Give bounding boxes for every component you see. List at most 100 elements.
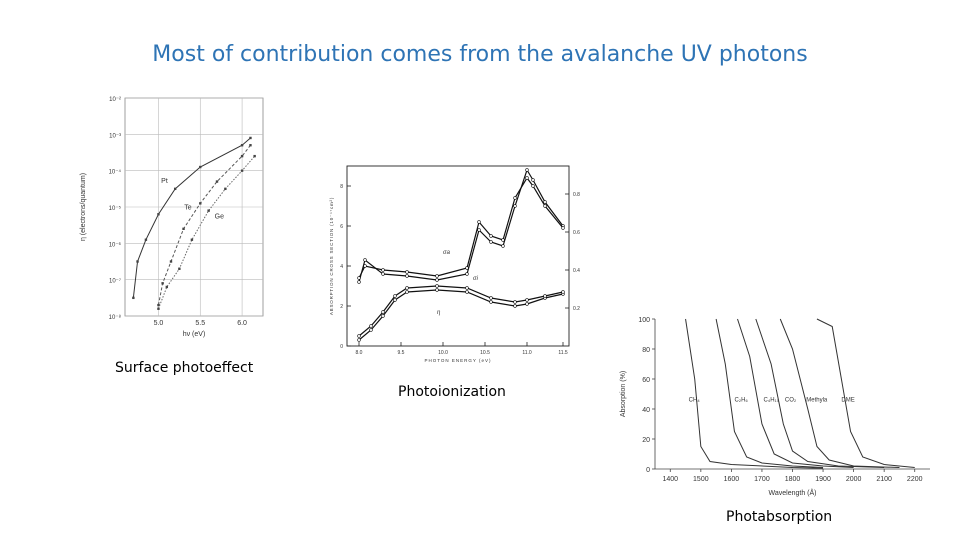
data-point: [393, 294, 397, 298]
x-tick-label: 1500: [693, 476, 709, 483]
plot-frame: [346, 165, 570, 347]
data-point: [435, 288, 439, 292]
y-axis-label: ABSORPTION CROSS SECTION (10⁻¹⁷cm²): [329, 197, 334, 315]
data-point: [531, 178, 535, 182]
data-point: [240, 144, 244, 147]
data-point: [207, 209, 210, 212]
data-point: [405, 270, 409, 274]
data-point: [465, 286, 469, 290]
surface-photoeffect-chart: 10⁻⁸ 10⁻⁷ 10⁻⁶ 10⁻⁵ 10⁻⁴ 10⁻³ 10⁻² 5.0 5.5 6.0 hν …: [80, 97, 264, 338]
y-tick-label: 80: [642, 347, 650, 354]
data-point: [363, 264, 367, 268]
series-label: C₂H₆: [734, 398, 748, 404]
series-line: [779, 318, 900, 468]
data-point: [525, 298, 529, 302]
data-point: [465, 266, 469, 270]
data-point: [381, 272, 385, 276]
data-point: [561, 290, 565, 294]
data-point: [178, 267, 181, 270]
photoionization-chart: 0 2 4 6 8 0.2 0.4 0.6 0.8 8.0 9.5 10.0 10.5 11.0 11.5 P…: [325, 160, 615, 370]
series-line-te: [157, 144, 251, 306]
photoabsorption-caption: Photabsorption: [726, 509, 833, 525]
data-point: [161, 282, 164, 285]
series-label: CH₄: [689, 398, 701, 404]
series-line: [358, 285, 564, 337]
series-label: Pt: [161, 178, 168, 185]
data-point: [525, 302, 529, 306]
x-tick-label: 1600: [724, 476, 740, 483]
data-point: [157, 307, 160, 310]
y-tick-label: 2: [340, 304, 343, 310]
y-tick-label: 0: [340, 344, 343, 350]
photoionization-caption: Photoionization: [398, 384, 506, 400]
data-point: [405, 286, 409, 290]
data-point: [435, 274, 439, 278]
data-point: [190, 238, 194, 241]
data-point: [224, 187, 227, 191]
data-point: [381, 268, 385, 272]
data-point: [543, 204, 547, 208]
data-point: [173, 187, 177, 191]
data-point: [405, 290, 409, 294]
series-label: Ge: [215, 214, 224, 221]
series-label: σa: [443, 250, 451, 256]
x-tick-label: 11.0: [522, 350, 532, 356]
y-axis-label: Absorption (%): [620, 371, 627, 417]
x-tick-label: 1700: [754, 476, 770, 483]
y-tick-label: 8: [340, 184, 343, 190]
data-point: [513, 196, 517, 200]
x-tick-label: 10.0: [438, 350, 448, 356]
data-point: [435, 284, 439, 288]
data-point: [405, 274, 409, 278]
y-tick-label: 60: [642, 377, 650, 384]
data-point: [543, 200, 547, 204]
surface-photoeffect-caption: Surface photoeffect: [115, 360, 254, 376]
x-tick-label: 11.5: [558, 350, 568, 356]
series-line: [816, 318, 915, 468]
series-line: [358, 168, 564, 283]
y-tick-label: 10⁻⁸: [109, 314, 122, 321]
y-tick-label: 10⁻³: [109, 133, 121, 139]
y2-tick-label: 0.6: [573, 230, 580, 236]
data-point: [369, 328, 373, 332]
y-tick-label: 10⁻⁷: [109, 278, 121, 285]
data-point: [357, 280, 361, 284]
data-point: [435, 278, 439, 282]
data-point: [513, 304, 517, 308]
data-point: [144, 238, 148, 241]
x-tick-label: 2200: [907, 476, 923, 483]
data-point: [240, 169, 244, 172]
data-point: [477, 220, 481, 224]
y2-tick-label: 0.8: [573, 192, 580, 198]
data-point: [489, 234, 493, 238]
series-label: CO₂: [785, 398, 797, 404]
series-label: σi: [473, 276, 479, 282]
x-tick-label: 1800: [785, 476, 801, 483]
data-point: [489, 296, 493, 300]
series-label: η: [437, 310, 441, 316]
x-tick-label: 5.0: [154, 320, 164, 327]
x-tick-label: 1400: [662, 476, 678, 483]
data-point: [249, 144, 252, 147]
series-label: Methyla: [806, 398, 828, 404]
data-point: [501, 244, 505, 248]
data-point: [249, 136, 252, 140]
slide-title: Most of contribution comes from the aval…: [152, 42, 808, 67]
data-point: [513, 204, 517, 208]
series-line: [685, 318, 824, 469]
x-tick-label: 8.0: [356, 350, 363, 356]
data-point: [393, 298, 397, 302]
data-point: [157, 303, 160, 307]
data-point: [169, 260, 173, 263]
data-point: [157, 213, 160, 216]
data-point: [543, 294, 547, 298]
data-point: [525, 176, 529, 180]
y2-tick-label: 0.2: [573, 306, 580, 312]
x-axis-label: hν (eV): [183, 331, 206, 338]
y-tick-label: 20: [642, 437, 650, 444]
data-point: [199, 165, 202, 169]
data-point: [489, 240, 493, 244]
data-point: [165, 285, 169, 289]
x-tick-label: 10.5: [480, 350, 490, 356]
data-point: [253, 154, 256, 158]
